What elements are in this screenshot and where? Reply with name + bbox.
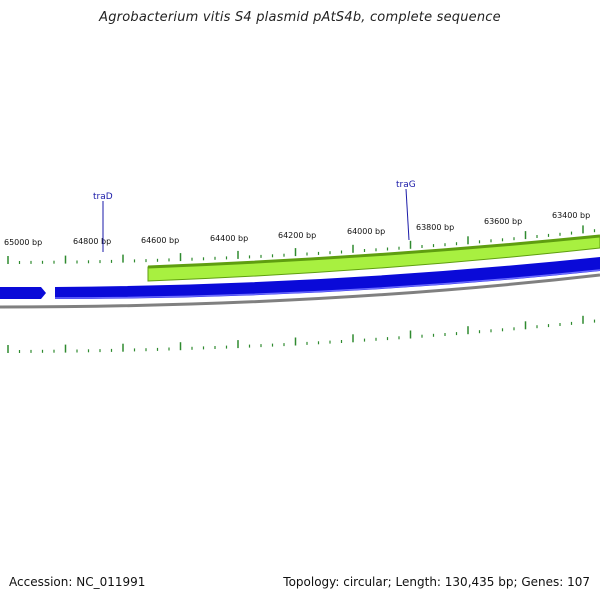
reverse-feature-track [0, 257, 600, 299]
inner-tick-marks [7, 315, 596, 353]
forward-feature-traG-edge [147, 234, 600, 269]
tick-label-64200: 64200 bp [278, 231, 316, 240]
map-title: Agrobacterium vitis S4 plasmid pAtS4b, c… [99, 10, 501, 25]
tick-label-64400: 64400 bp [210, 234, 248, 243]
reverse-feature-highlight [54, 269, 600, 299]
tick-label-63400: 63400 bp [552, 211, 590, 220]
backbone [0, 273, 600, 309]
tick-label-64600: 64600 bp [141, 236, 179, 245]
tick-label-64800: 64800 bp [73, 237, 111, 246]
reverse-feature-traD[interactable] [0, 287, 46, 299]
tick-labels: 65000 bp 64800 bp 64600 bp 64400 bp 6420… [4, 211, 590, 247]
tick-label-64000: 64000 bp [347, 227, 385, 236]
reverse-feature-main[interactable] [55, 257, 600, 299]
tick-label-65000: 65000 bp [4, 238, 42, 247]
forward-feature-track [147, 234, 600, 282]
gene-label-traD-group[interactable]: traD [93, 192, 113, 252]
tick-label-63600: 63600 bp [484, 217, 522, 226]
gene-label-traG-group[interactable]: traG [396, 180, 416, 241]
sequence-stats: Topology: circular; Length: 130,435 bp; … [283, 575, 590, 589]
gene-leader-traG [405, 188, 410, 241]
outer-tick-marks [7, 225, 596, 264]
tick-label-63800: 63800 bp [416, 223, 454, 232]
accession-text: Accession: NC_011991 [9, 575, 146, 589]
gene-label-traG[interactable]: traG [396, 180, 416, 190]
gene-label-traD[interactable]: traD [93, 192, 113, 202]
